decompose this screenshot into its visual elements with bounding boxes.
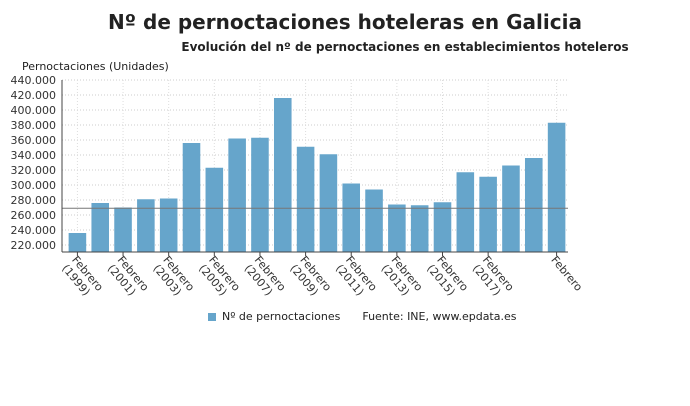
legend-label: Nº de pernoctaciones: [222, 310, 341, 323]
bar: [547, 122, 566, 252]
y-tick-label: 420.000: [11, 89, 57, 102]
x-tick-label: Febrero(2009): [287, 254, 334, 303]
y-tick-label: 320.000: [11, 164, 57, 177]
y-tick-label: 260.000: [11, 209, 57, 222]
bar: [524, 158, 543, 252]
bar: [365, 189, 383, 252]
x-tick-label: Febrero(1999): [59, 254, 106, 303]
bar: [114, 207, 132, 252]
x-tick-label: Febrero(2015): [424, 254, 471, 303]
bar: [91, 203, 110, 252]
x-tick-label: Febrero(2013): [379, 254, 426, 303]
bar: [410, 205, 429, 252]
chart-title: Nº de pernoctaciones hoteleras en Galici…: [108, 10, 582, 34]
x-tick-label: Febrero: [548, 254, 585, 294]
bar: [137, 199, 155, 252]
y-tick-label: 280.000: [11, 194, 57, 207]
chart-subtitle: Evolución del nº de pernoctaciones en es…: [181, 40, 629, 54]
bar: [228, 138, 246, 252]
y-tick-label: 380.000: [11, 119, 57, 132]
bar: [342, 183, 361, 252]
x-tick-label: Febrero(2005): [196, 254, 243, 303]
bar: [251, 137, 269, 252]
bar: [433, 202, 452, 252]
x-tick-label: Febrero(2011): [333, 254, 380, 303]
x-tick-label: Febrero(2007): [242, 254, 289, 303]
bar: [159, 198, 178, 252]
y-tick-label: 300.000: [11, 179, 57, 192]
y-axis-label: Pernoctaciones (Unidades): [22, 60, 169, 73]
y-tick-label: 400.000: [11, 104, 57, 117]
bar: [388, 204, 406, 252]
bar: [182, 143, 201, 252]
bar: [319, 154, 338, 252]
source-note: Fuente: INE, www.epdata.es: [362, 310, 517, 323]
bar: [273, 98, 292, 252]
y-tick-label: 220.000: [11, 239, 57, 252]
bar: [479, 176, 497, 252]
legend: Nº de pernoctaciones Fuente: INE, www.ep…: [208, 310, 516, 323]
bar: [205, 167, 224, 252]
bar: [68, 233, 87, 252]
x-tick-label: Febrero(2017): [470, 254, 517, 303]
bar: [296, 146, 315, 252]
x-tick-label: Febrero(2001): [105, 254, 152, 303]
y-tick-label: 360.000: [11, 134, 57, 147]
bar: [456, 172, 475, 252]
y-tick-label: 440.000: [11, 74, 57, 87]
y-tick-label: 340.000: [11, 149, 57, 162]
legend-swatch: [208, 312, 216, 321]
x-tick-label: Febrero(2003): [150, 254, 197, 303]
y-tick-label: 240.000: [11, 224, 57, 237]
